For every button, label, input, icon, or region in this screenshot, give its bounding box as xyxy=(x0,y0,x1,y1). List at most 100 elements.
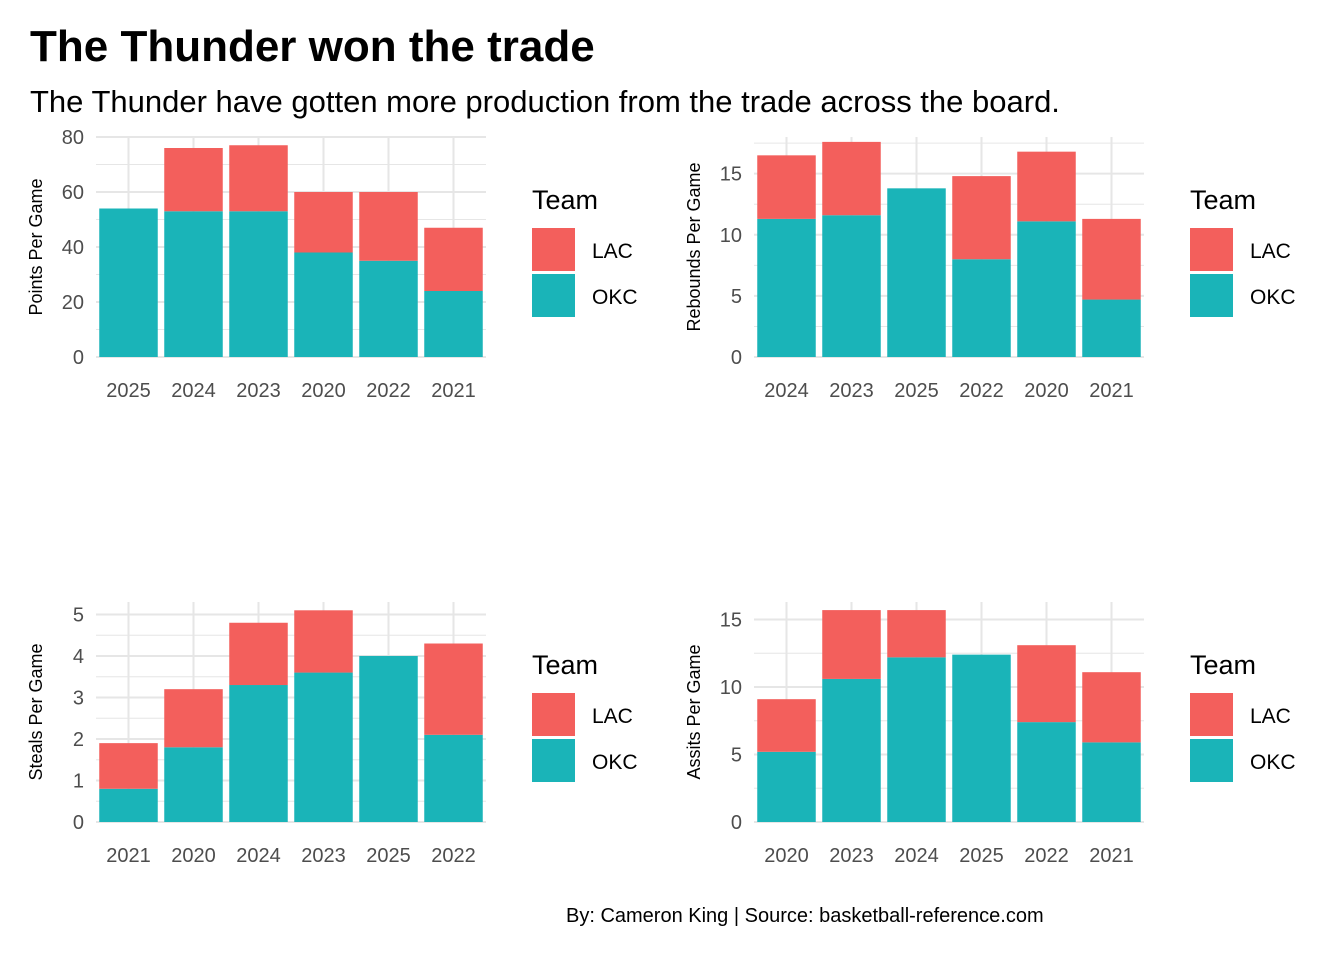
x-tick-label: 2025 xyxy=(366,845,411,867)
y-tick-label: 0 xyxy=(73,347,84,369)
y-tick-label: 60 xyxy=(62,182,84,204)
bar-okc-2020 xyxy=(294,252,353,357)
bar-lac-2023 xyxy=(229,145,288,212)
bar-lac-2024 xyxy=(757,155,816,219)
legend-label-okc: OKC xyxy=(1250,751,1296,774)
bar-lac-2021 xyxy=(99,743,158,789)
legend-key-okc xyxy=(1190,739,1233,782)
x-tick-label: 2020 xyxy=(171,845,216,867)
y-tick-label: 5 xyxy=(731,286,742,308)
legend-title: Team xyxy=(532,650,598,680)
bar-okc-2023 xyxy=(294,672,353,822)
y-tick-label: 10 xyxy=(720,677,742,699)
x-tick-label: 2024 xyxy=(894,845,939,867)
legend-key-lac xyxy=(532,228,575,271)
y-tick-label: 1 xyxy=(73,770,84,792)
legend-key-lac xyxy=(1190,228,1233,271)
bar-okc-2020 xyxy=(1017,221,1076,357)
bar-lac-2020 xyxy=(164,689,223,748)
x-tick-label: 2021 xyxy=(1089,380,1134,402)
y-tick-label: 80 xyxy=(62,127,84,149)
x-tick-label: 2024 xyxy=(171,380,216,402)
legend-label-lac: LAC xyxy=(1250,240,1291,263)
bar-okc-2020 xyxy=(164,747,223,822)
y-axis-title: Points Per Game xyxy=(26,178,46,315)
legend-title: Team xyxy=(1190,185,1256,215)
bar-okc-2022 xyxy=(424,734,483,822)
y-tick-label: 0 xyxy=(731,347,742,369)
y-tick-label: 40 xyxy=(62,237,84,259)
bar-lac-2023 xyxy=(294,610,353,673)
x-tick-label: 2023 xyxy=(829,845,874,867)
bar-okc-2024 xyxy=(887,657,946,822)
bar-okc-2024 xyxy=(757,218,816,357)
bar-lac-2023 xyxy=(822,141,881,216)
legend-label-okc: OKC xyxy=(1250,286,1296,309)
y-tick-label: 0 xyxy=(731,812,742,834)
bar-okc-2023 xyxy=(822,678,881,822)
legend-key-okc xyxy=(532,274,575,317)
legend-title: Team xyxy=(532,185,598,215)
bar-okc-2024 xyxy=(229,685,288,822)
x-tick-label: 2024 xyxy=(236,845,281,867)
y-tick-label: 3 xyxy=(73,687,84,709)
bar-okc-2021 xyxy=(424,291,483,357)
bar-okc-2025 xyxy=(887,188,946,357)
legend-key-lac xyxy=(1190,693,1233,736)
bar-okc-2022 xyxy=(359,260,418,357)
rebounds-per-game-panel: 0 5 10 15 2024 2023 2025 2022 2020 2021 Rebounds P… xyxy=(684,137,1296,402)
x-tick-label: 2023 xyxy=(236,380,281,402)
steals-per-game-panel: 0 1 2 3 4 5 2021 2020 2024 2023 2025 2022 Steals Per… xyxy=(26,602,638,867)
x-tick-label: 2022 xyxy=(959,380,1004,402)
bar-okc-2021 xyxy=(1082,742,1141,822)
bar-lac-2021 xyxy=(1082,672,1141,743)
x-tick-label: 2025 xyxy=(959,845,1004,867)
bar-okc-2021 xyxy=(1082,299,1141,357)
x-tick-label: 2020 xyxy=(301,380,346,402)
bar-lac-2022 xyxy=(952,176,1011,260)
bar-lac-2024 xyxy=(164,148,223,212)
bar-lac-2020 xyxy=(294,192,353,253)
bar-lac-2022 xyxy=(1017,645,1076,723)
bar-okc-2022 xyxy=(952,259,1011,357)
bar-lac-2020 xyxy=(757,699,816,752)
x-tick-label: 2022 xyxy=(366,380,411,402)
y-tick-label: 5 xyxy=(731,745,742,767)
x-tick-label: 2020 xyxy=(1024,380,1069,402)
y-tick-label: 2 xyxy=(73,729,84,751)
x-tick-label: 2022 xyxy=(431,845,476,867)
chart-title: The Thunder won the trade xyxy=(30,22,595,71)
y-tick-label: 10 xyxy=(720,225,742,247)
legend-label-lac: LAC xyxy=(592,240,633,263)
points-per-game-panel: 0 20 40 60 80 2025 2024 2023 2020 2022 2021 Points … xyxy=(26,127,638,402)
chart-subtitle: The Thunder have gotten more production … xyxy=(30,84,1060,119)
x-tick-label: 2023 xyxy=(829,380,874,402)
y-tick-label: 0 xyxy=(73,812,84,834)
legend-label-lac: LAC xyxy=(592,705,633,728)
bar-okc-2024 xyxy=(164,211,223,357)
y-tick-label: 15 xyxy=(720,164,742,186)
legend-label-okc: OKC xyxy=(592,286,638,309)
bar-lac-2022 xyxy=(359,192,418,261)
y-tick-label: 5 xyxy=(73,604,84,626)
y-tick-label: 4 xyxy=(73,646,84,668)
bar-okc-2025 xyxy=(952,654,1011,822)
bar-okc-2025 xyxy=(99,208,158,357)
bar-okc-2023 xyxy=(822,215,881,357)
bar-okc-2023 xyxy=(229,211,288,357)
bar-okc-2022 xyxy=(1017,722,1076,822)
x-tick-label: 2025 xyxy=(894,380,939,402)
bar-lac-2024 xyxy=(229,622,288,686)
chart-caption: By: Cameron King | Source: basketball-re… xyxy=(566,905,1044,927)
bar-lac-2022 xyxy=(424,643,483,735)
y-axis-title: Rebounds Per Game xyxy=(684,162,704,331)
bar-lac-2021 xyxy=(1082,218,1141,300)
x-tick-label: 2025 xyxy=(106,380,151,402)
bar-okc-2025 xyxy=(359,655,418,822)
bar-lac-2021 xyxy=(424,227,483,291)
x-tick-label: 2021 xyxy=(106,845,151,867)
y-tick-label: 20 xyxy=(62,292,84,314)
legend-key-lac xyxy=(532,693,575,736)
legend-label-okc: OKC xyxy=(592,751,638,774)
bar-okc-2020 xyxy=(757,751,816,822)
